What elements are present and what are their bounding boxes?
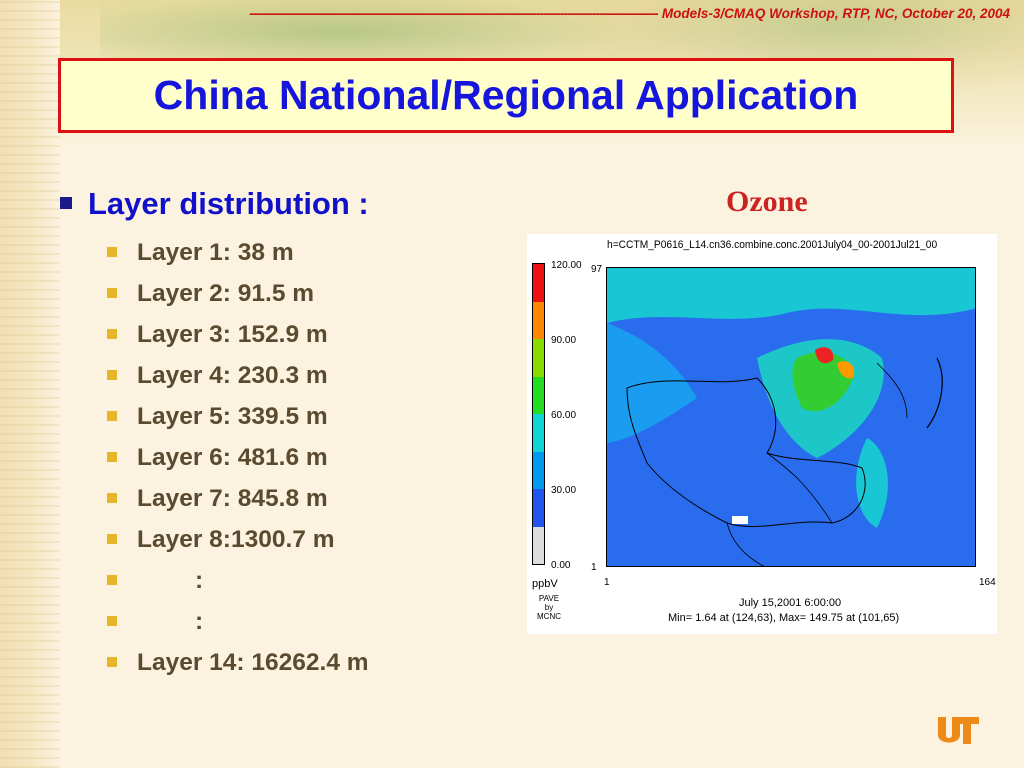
layer-item: Layer 4: 230.3 m [107, 359, 369, 400]
layer-item: Layer 2: 91.5 m [107, 277, 369, 318]
source-line: MCNC [537, 612, 561, 621]
ozone-map-figure: h=CCTM_P0616_L14.cn36.combine.conc.2001J… [527, 234, 997, 634]
layer-item: Layer 7: 845.8 m [107, 482, 369, 523]
source-line: by [544, 603, 554, 612]
map-coastline [926, 357, 943, 429]
map-border-line [766, 452, 833, 524]
layer-item: Layer 14: 16262.4 m [107, 646, 369, 687]
colorbar-segment [533, 376, 544, 414]
layer-text: Layer 4: 230.3 m [137, 362, 328, 389]
layer-text: Layer 1: 38 m [137, 239, 294, 266]
colorbar-tick: 90.00 [551, 335, 577, 346]
bullet-marker [60, 196, 72, 209]
colorbar-tick: 120.00 [551, 260, 582, 271]
map-cyan-region [607, 268, 975, 323]
layer-text: Layer 2: 91.5 m [137, 280, 315, 307]
layer-text: Layer 8:1300.7 m [137, 526, 335, 553]
sub-bullet-marker [107, 615, 117, 626]
ozone-map-graphic [607, 268, 975, 566]
header-text: Models-3/CMAQ Workshop, RTP, NC, October… [661, 6, 1010, 21]
layer-item: : [107, 564, 369, 605]
colorbar-segment [533, 489, 544, 527]
colorbar-tick: 30.00 [551, 485, 577, 496]
layer-item: Layer 1: 38 m [107, 236, 369, 277]
map-cyan-region [856, 438, 888, 528]
layer-list: Layer 1: 38 m Layer 2: 91.5 m Layer 3: 1… [107, 236, 369, 687]
sub-bullet-marker [107, 369, 117, 380]
workshop-header: ----------------------------------------… [70, 6, 1010, 21]
colorbar-unit: ppbV [532, 578, 558, 590]
map-orange-spot [837, 361, 854, 379]
layer-ellipsis: : [195, 608, 204, 635]
colorbar-segment [533, 526, 544, 564]
layer-text: Layer 5: 339.5 m [137, 403, 328, 430]
map-x-max: 164 [979, 577, 996, 588]
sub-bullet-marker [107, 328, 117, 339]
colorbar-segment [533, 414, 544, 452]
colorbar-segment [533, 451, 544, 489]
layer-ellipsis: : [195, 567, 204, 594]
map-min-max: Min= 1.64 at (124,63), Max= 149.75 at (1… [668, 612, 900, 624]
sub-bullet-marker [107, 656, 117, 667]
map-x-min: 1 [604, 577, 610, 588]
main-bullet: Layer distribution : [60, 186, 369, 222]
map-timestamp: July 15,2001 6:00:00 [739, 597, 842, 609]
header-dashes: ----------------------------------------… [249, 6, 659, 21]
sub-bullet-marker [107, 574, 117, 585]
sub-bullet-marker [107, 410, 117, 421]
colorbar [532, 263, 545, 565]
sub-bullet-marker [107, 451, 117, 462]
layer-text: Layer 3: 152.9 m [137, 321, 328, 348]
source-line: PAVE [538, 594, 560, 603]
logo-letter-u [938, 717, 960, 743]
source-credit: PAVE by MCNC [537, 594, 561, 621]
colorbar-segment [533, 264, 544, 302]
slide-title: China National/Regional Application [153, 72, 859, 118]
map-border-line [626, 377, 866, 528]
sub-bullet-marker [107, 246, 117, 257]
map-y-min: 1 [591, 562, 597, 573]
figure-title: h=CCTM_P0616_L14.cn36.combine.conc.2001J… [607, 239, 938, 251]
layer-text: Layer 14: 16262.4 m [137, 649, 369, 676]
layer-text: Layer 7: 845.8 m [137, 485, 328, 512]
colorbar-segment [533, 339, 544, 377]
sub-bullet-marker [107, 492, 117, 503]
map-coastline [876, 362, 908, 419]
layer-item: : [107, 605, 369, 646]
layer-text: Layer 6: 481.6 m [137, 444, 328, 471]
colorbar-tick: 60.00 [551, 410, 577, 421]
layer-item: Layer 6: 481.6 m [107, 441, 369, 482]
map-border-line [726, 522, 765, 566]
sub-bullet-marker [107, 533, 117, 544]
layer-item: Layer 5: 339.5 m [107, 400, 369, 441]
ozone-label: Ozone [726, 185, 808, 218]
colorbar-segment [533, 301, 544, 339]
layer-item: Layer 8:1300.7 m [107, 523, 369, 564]
sub-bullet-marker [107, 287, 117, 298]
ozone-map [606, 267, 976, 567]
map-y-max: 97 [591, 264, 603, 275]
layer-item: Layer 3: 152.9 m [107, 318, 369, 359]
main-bullet-text: Layer distribution : [88, 186, 369, 221]
title-box: China National/Regional Application [58, 58, 954, 133]
map-white-patch [732, 516, 748, 524]
colorbar-tick: 0.00 [551, 560, 571, 571]
ut-logo [936, 713, 980, 747]
logo-letter-t [956, 717, 979, 744]
background-left-decoration [0, 0, 60, 768]
ut-logo-graphic [938, 717, 979, 744]
map-red-spot [815, 347, 834, 364]
